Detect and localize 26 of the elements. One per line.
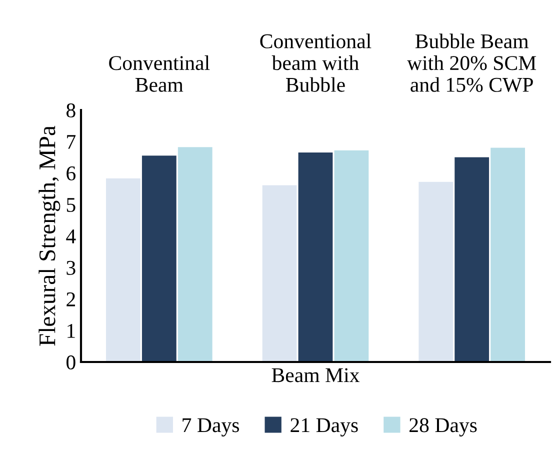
legend-label: 21 Days [290,418,358,436]
y-tick-label: 0 [66,355,76,370]
bar [298,152,333,362]
bar [262,185,297,362]
y-tick-label: 3 [66,260,76,275]
bar [178,147,212,362]
bar [490,148,525,362]
y-tick-label: 6 [66,166,76,180]
legend-label: 28 Days [410,418,477,436]
y-tick-label: 8 [66,103,76,118]
legend-label: 7 Days [182,418,239,436]
y-tick-label: 5 [66,198,76,212]
x-tick-label: Bubble Beam with 20% SCM and 15% CWP [407,34,536,92]
y-tick-label: 2 [66,292,75,306]
y-tick-label: 7 [67,135,76,149]
bar [142,156,176,362]
x-tick-label: Conventional beam with Bubble [260,34,372,92]
y-axis-title: Flexural Strength, MPa [38,126,60,346]
bar [334,150,369,362]
bar [418,182,454,362]
y-tick-label: 4 [66,230,76,244]
bar [106,178,140,362]
y-tick-label: 1 [68,324,75,338]
x-tick-label: Conventinal Beam [109,55,210,92]
bar [454,157,490,362]
x-axis-title: Beam Mix [272,368,360,382]
